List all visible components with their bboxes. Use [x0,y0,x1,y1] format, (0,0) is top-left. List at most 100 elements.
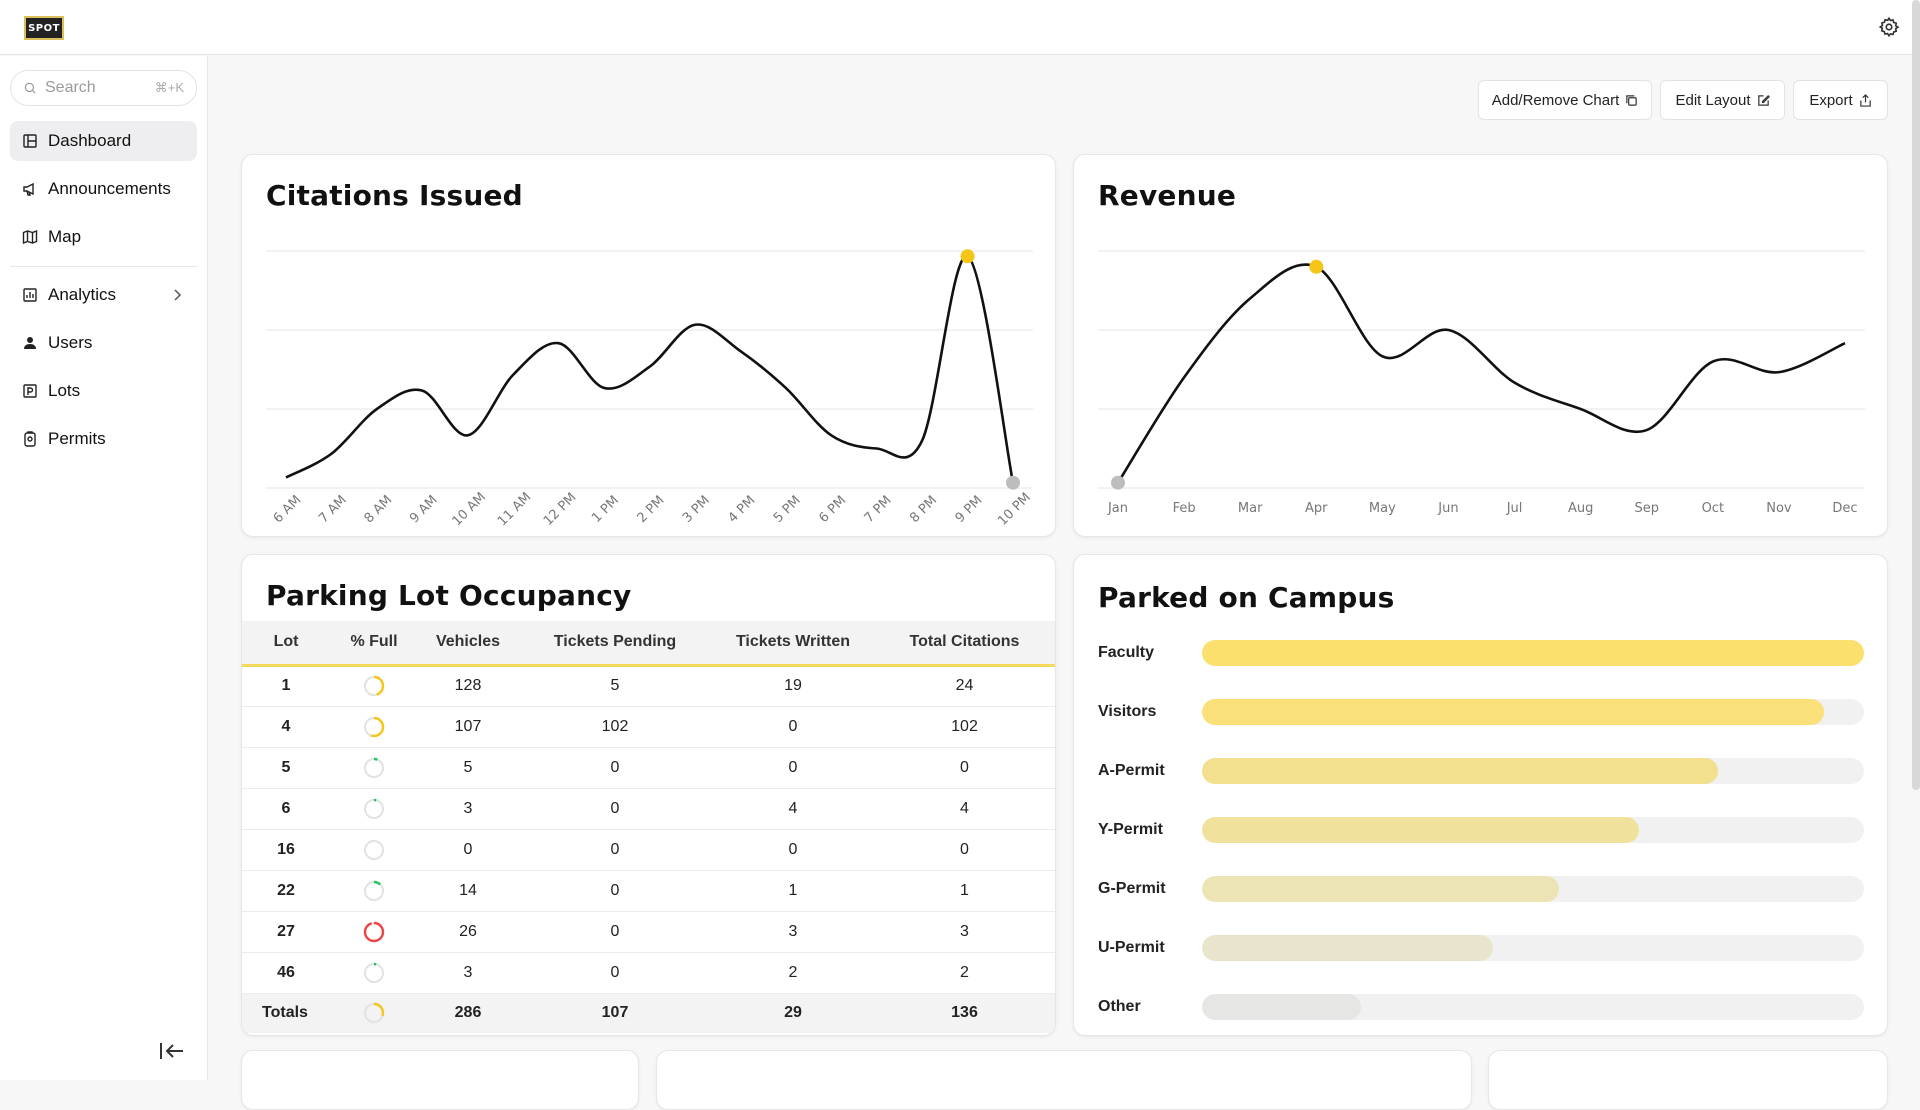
x-tick-label: Aug [1568,501,1593,516]
bar-fill [1202,640,1864,666]
vehicles-cell: 107 [418,706,518,748]
column-header[interactable]: Tickets Pending [518,621,712,667]
x-tick-label: 9 PM [953,493,986,526]
table-row[interactable]: 4 107 102 0 102 [242,706,1055,748]
parking-icon [23,384,37,398]
table-row[interactable]: 1 128 5 19 24 [242,665,1055,707]
add-remove-chart-label: Add/Remove Chart [1491,91,1620,109]
export-button[interactable]: Export [1793,80,1888,120]
page-scrollbar[interactable] [1912,0,1920,790]
x-tick-label: 7 PM [862,493,895,526]
search-shortcut: ⌘+K [154,80,184,95]
parked-card: Parked on Campus Faculty Visitors A-Permit… [1073,554,1888,1036]
x-tick-label: 1 PM [589,493,622,526]
x-tick-label: 3 PM [680,493,713,526]
column-header[interactable]: Vehicles [418,621,518,667]
sidebar-item-lots[interactable]: Lots [10,371,197,411]
percent-full-ring [363,798,385,819]
percent-full-cell [330,829,418,871]
bar-label: G-Permit [1098,880,1166,897]
percent-full-ring [363,921,385,942]
vehicles-cell: 0 [418,829,518,871]
parked-bar-row[interactable]: U-Permit [1098,935,1868,961]
sidebar-item-label: Lots [48,381,81,400]
table-row[interactable]: 22 14 0 1 1 [242,870,1055,912]
sidebar-item-analytics[interactable]: Analytics [10,275,197,315]
gear-icon[interactable] [1878,16,1900,38]
add-remove-chart-button[interactable]: Add/Remove Chart [1478,80,1652,120]
total-citations-cell: 136 [874,993,1055,1033]
table-row[interactable]: 46 3 0 2 2 [242,952,1055,994]
sidebar-item-map[interactable]: Map [10,217,197,257]
x-tick-label: 10 PM [995,490,1034,529]
occupancy-card: Parking Lot Occupancy Lot % Full Vehicle… [241,554,1056,1036]
edit-layout-label: Edit Layout [1675,91,1751,109]
x-tick-label: 8 PM [907,493,940,526]
bar-label: Y-Permit [1098,821,1163,838]
revenue-chart: Jan Feb Mar Apr May Jun Jul Aug Sep Oct Nov Dec [1098,250,1865,516]
tickets-pending-cell: 0 [518,870,712,912]
percent-full-cell [330,788,418,830]
column-header[interactable]: % Full [330,621,418,667]
parked-bar-row[interactable]: Other [1098,994,1868,1020]
bar-fill [1202,758,1719,784]
parked-bar-row[interactable]: Faculty [1098,640,1868,666]
x-tick-label: 2 PM [635,493,668,526]
parked-bar-row[interactable]: Y-Permit [1098,817,1868,843]
tickets-written-cell: 0 [712,829,874,871]
lot-cell: 6 [242,788,330,830]
table-row[interactable]: 16 0 0 0 0 [242,829,1055,871]
spot-logo[interactable]: SPOT [24,16,64,40]
bar-track [1202,817,1864,843]
chevron-right-icon [174,289,182,301]
citations-chart: 6 AM 7 AM 8 AM 9 AM 10 AM 11 AM 12 PM 1 PM 2 PM 3… [266,249,1034,529]
parked-bar-row[interactable]: G-Permit [1098,876,1868,902]
total-citations-cell: 24 [874,665,1055,707]
parked-title: Parked on Campus [1098,581,1395,614]
tickets-written-cell: 0 [712,747,874,789]
sidebar-item-dashboard[interactable]: Dashboard [10,121,197,161]
bar-label: Faculty [1098,644,1155,661]
tickets-pending-cell: 0 [518,952,712,994]
tickets-written-cell: 19 [712,665,874,707]
endpoint-marker[interactable] [1111,475,1125,490]
vehicles-cell: 5 [418,747,518,789]
x-tick-label: 4 PM [725,493,758,526]
export-label: Export [1809,91,1853,109]
table-row[interactable]: 27 26 0 3 3 [242,911,1055,953]
citations-title: Citations Issued [266,179,523,212]
column-header[interactable]: Tickets Written [712,621,874,667]
bar-track [1202,758,1864,784]
x-tick-label: Jul [1506,501,1523,516]
search-input[interactable]: Search ⌘+K [10,70,197,106]
totals-label: Totals [242,993,330,1033]
megaphone-icon [23,182,34,196]
endpoint-marker[interactable] [1006,475,1020,490]
sidebar-item-users[interactable]: Users [10,323,197,363]
max-point-marker[interactable] [960,249,975,264]
vehicles-cell: 14 [418,870,518,912]
lot-cell: 1 [242,665,330,707]
column-header[interactable]: Lot [242,621,330,667]
x-tick-label: 5 PM [771,493,804,526]
max-point-marker[interactable] [1309,259,1324,274]
vehicles-cell: 26 [418,911,518,953]
bar-label: Other [1098,998,1141,1015]
occupancy-table: Lot % Full Vehicles Tickets Pending Tick… [242,621,1055,1033]
total-citations-cell: 3 [874,911,1055,953]
total-citations-cell: 1 [874,870,1055,912]
percent-full-ring [363,962,385,983]
edit-layout-button[interactable]: Edit Layout [1660,80,1785,120]
sidebar-item-permits[interactable]: Permits [10,419,197,459]
parked-bar-row[interactable]: Visitors [1098,699,1868,725]
column-header[interactable]: Total Citations [874,621,1055,667]
tickets-pending-cell: 107 [518,993,712,1033]
parked-bar-row[interactable]: A-Permit [1098,758,1868,784]
x-tick-label: 9 AM [407,493,441,527]
tickets-pending-cell: 0 [518,829,712,871]
sidebar-item-announcements[interactable]: Announcements [10,169,197,209]
collapse-sidebar-icon[interactable] [158,1040,186,1062]
x-tick-label: Mar [1238,501,1263,516]
